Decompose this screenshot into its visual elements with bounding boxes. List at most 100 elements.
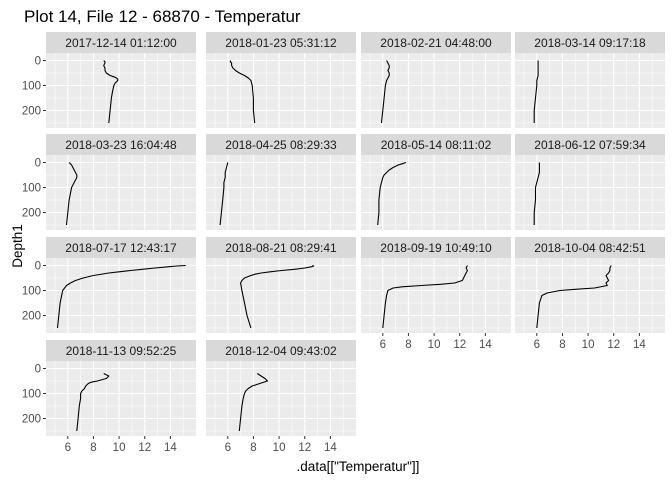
temperature-profile-line — [240, 264, 315, 329]
facet-strip — [46, 340, 196, 361]
facet-strip-label: 2018-12-04 09:43:02 — [225, 344, 337, 358]
x-tick-label: 8 — [250, 442, 256, 454]
y-tick-label: 0 — [35, 261, 41, 273]
facet-strip — [515, 237, 665, 258]
facet-strip-label: 2018-04-25 08:29:33 — [225, 138, 337, 152]
facet-strip-label: 2017-12-14 01:12:00 — [65, 36, 177, 50]
x-tick-label: 12 — [138, 442, 151, 454]
facet-strip — [46, 237, 196, 258]
facet-strip — [206, 237, 356, 258]
panel-background — [46, 258, 196, 333]
panel-background — [206, 155, 356, 230]
facet-strip — [515, 134, 665, 155]
facet-strip — [46, 134, 196, 155]
temperature-profile-line — [103, 60, 119, 124]
panel-background — [515, 258, 665, 333]
x-tick-label: 8 — [405, 339, 411, 351]
temperature-profile-line — [536, 265, 612, 329]
facet-strip-label: 2018-03-14 09:17:18 — [534, 36, 646, 50]
y-tick-label: 200 — [22, 311, 41, 323]
x-tick-label: 8 — [559, 339, 565, 351]
temperature-profile-line — [238, 373, 269, 432]
y-tick-label: 0 — [35, 56, 41, 68]
panel-background — [46, 361, 196, 436]
temperature-profile-line — [533, 162, 540, 225]
y-axis-title: Depth1 — [10, 224, 25, 268]
panel-background — [361, 53, 511, 128]
facet-strip — [515, 32, 665, 53]
x-tick-label: 12 — [607, 339, 620, 351]
x-tick-label: 12 — [453, 339, 466, 351]
chart-title: Plot 14, File 12 - 68870 - Temperatur — [24, 7, 301, 26]
facet-panel: 2018-01-23 05:31:12 — [206, 32, 356, 128]
x-tick-label: 10 — [113, 442, 126, 454]
facet-strip-label: 2018-08-21 08:29:41 — [225, 241, 337, 255]
panel-background — [361, 258, 511, 333]
y-tick-label: 100 — [22, 81, 41, 93]
facet-panel: 2018-04-25 08:29:33 — [206, 134, 356, 230]
panel-background — [206, 258, 356, 333]
facet-panel: 2018-08-21 08:29:41 — [206, 237, 356, 333]
temperature-profile-line — [56, 264, 186, 329]
facet-strip-label: 2018-09-19 10:49:10 — [380, 241, 492, 255]
x-tick-label: 10 — [428, 339, 441, 351]
facet-panel: 2018-11-13 09:52:25 — [46, 340, 196, 436]
y-tick-label: 100 — [22, 389, 41, 401]
facet-strip — [361, 134, 511, 155]
facet-strip — [361, 237, 511, 258]
facet-strip-label: 2018-05-14 08:11:02 — [381, 138, 492, 152]
x-axis-title: .data[["Temperatur"]] — [297, 459, 420, 474]
temperature-profile-line — [65, 162, 78, 226]
facet-strip-label: 2018-01-23 05:31:12 — [225, 36, 337, 50]
y-tick-label: 200 — [22, 208, 41, 220]
facet-strip — [206, 340, 356, 361]
y-tick-label: 200 — [22, 106, 41, 118]
x-tick-label: 6 — [534, 339, 540, 351]
facet-strip — [361, 32, 511, 53]
x-tick-label: 10 — [582, 339, 595, 351]
y-tick-label: 0 — [35, 364, 41, 376]
x-tick-label: 6 — [380, 339, 386, 351]
y-tick-label: 200 — [22, 414, 41, 426]
facet-strip-label: 2018-10-04 08:42:51 — [534, 241, 646, 255]
temperature-profile-line — [380, 60, 390, 124]
facet-panel: 2018-10-04 08:42:51 — [515, 237, 665, 333]
facet-panel: 2018-02-21 04:48:00 — [361, 32, 511, 128]
facet-panel: 2018-03-14 09:17:18 — [515, 32, 665, 128]
panel-background — [46, 155, 196, 230]
panel-background — [515, 155, 665, 230]
y-tick-label: 100 — [22, 286, 41, 298]
temperature-profile-line — [533, 60, 539, 123]
panel-background — [515, 53, 665, 128]
facet-panel: 2018-09-19 10:49:10 — [361, 237, 511, 333]
x-tick-label: 6 — [65, 442, 71, 454]
y-tick-label: 100 — [22, 183, 41, 195]
facet-panel: 2018-06-12 07:59:34 — [515, 134, 665, 230]
facet-strip — [206, 134, 356, 155]
facet-strip — [206, 32, 356, 53]
x-tick-label: 14 — [479, 339, 492, 351]
facet-strip-label: 2018-06-12 07:59:34 — [534, 138, 646, 152]
temperature-profile-line — [382, 265, 468, 329]
facet-strip-label: 2018-02-21 04:48:00 — [380, 36, 492, 50]
temperature-profile-line — [229, 60, 256, 124]
x-tick-label: 12 — [298, 442, 311, 454]
shared-axes: 0 100 200 0 100 200 0 100 200 6 8 10 12 14 6 8 10 12 14 0 10… — [22, 56, 647, 455]
x-tick-label: 14 — [633, 339, 646, 351]
facet-panel: 2018-12-04 09:43:02 — [206, 340, 356, 436]
facet-strip-label: 2018-11-13 09:52:25 — [66, 344, 177, 358]
x-tick-label: 8 — [90, 442, 96, 454]
y-tick-label: 0 — [35, 158, 41, 170]
temperature-profile-line — [377, 161, 407, 226]
facet-panel: 2018-03-23 16:04:48 — [46, 134, 196, 230]
x-tick-label: 10 — [273, 442, 286, 454]
x-tick-label: 14 — [324, 442, 337, 454]
x-tick-label: 6 — [225, 442, 231, 454]
panel-background — [206, 53, 356, 128]
facet-panel: 2018-07-17 12:43:17 — [46, 237, 196, 333]
facet-strip-label: 2018-03-23 16:04:48 — [65, 138, 177, 152]
facet-panels: 2017-12-14 01:12:00 2018-01-23 05:31:12 20… — [46, 32, 665, 436]
panel-background — [206, 361, 356, 436]
facet-panel: 2018-05-14 08:11:02 — [361, 134, 511, 230]
facet-strip — [46, 32, 196, 53]
